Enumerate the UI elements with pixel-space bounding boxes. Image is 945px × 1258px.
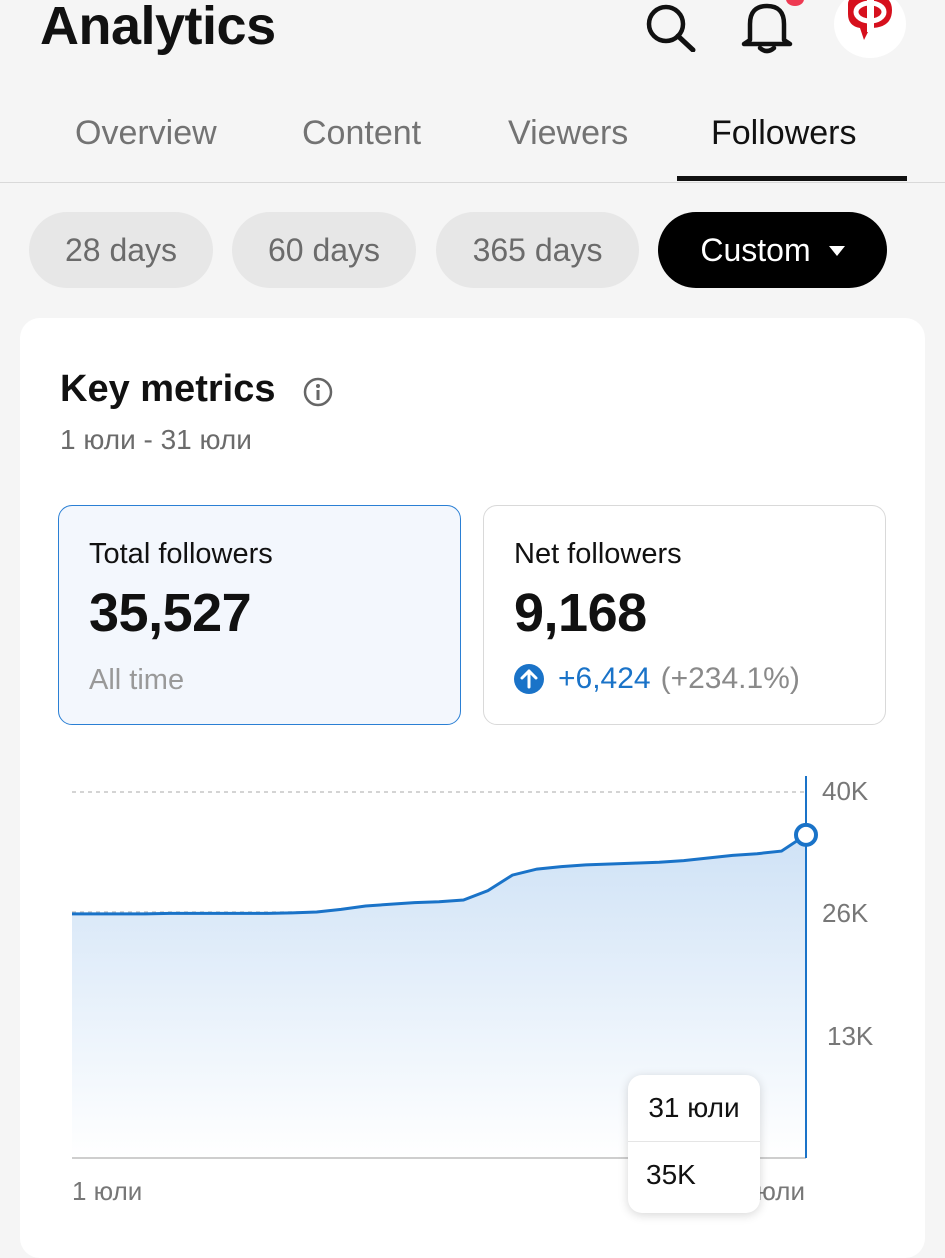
y-tick-label: 13K bbox=[827, 1021, 874, 1051]
chip-label: Custom bbox=[700, 231, 811, 268]
info-icon[interactable] bbox=[302, 376, 334, 408]
app-header: Analytics bbox=[0, 0, 945, 90]
page-title: Analytics bbox=[40, 0, 276, 56]
range-60-days-chip[interactable]: 60 days bbox=[232, 212, 416, 288]
key-metrics-card: Key metrics 1 юли - 31 юли Total followe… bbox=[20, 318, 925, 1258]
caret-down-icon bbox=[828, 246, 845, 256]
metric-sub: All time bbox=[89, 664, 185, 696]
range-365-days-chip[interactable]: 365 days bbox=[436, 212, 639, 288]
tooltip-date: 31 юли bbox=[628, 1075, 760, 1142]
avatar[interactable] bbox=[834, 0, 906, 58]
tab-viewers[interactable]: Viewers bbox=[508, 114, 629, 152]
arrow-up-circle-icon bbox=[514, 664, 544, 694]
delta-value: +6,424 bbox=[558, 662, 651, 695]
range-custom-dropdown[interactable]: Custom bbox=[658, 212, 887, 288]
tooltip-value: 35K bbox=[646, 1159, 696, 1190]
chip-label: 365 days bbox=[472, 231, 603, 268]
metric-label: Total followers bbox=[89, 538, 273, 570]
total-followers-card[interactable]: Total followers 35,527 All time bbox=[58, 505, 461, 725]
active-tab-indicator bbox=[677, 176, 907, 181]
metric-value: 35,527 bbox=[89, 583, 252, 643]
bell-icon[interactable] bbox=[738, 0, 796, 54]
chart-tooltip: 31 юли 35K bbox=[628, 1075, 760, 1213]
metric-value: 9,168 bbox=[514, 583, 647, 643]
x-tick-label: 1 юли bbox=[72, 1176, 143, 1206]
chip-label: 28 days bbox=[64, 231, 178, 268]
y-tick-label: 40K bbox=[822, 776, 869, 806]
chip-label: 60 days bbox=[267, 231, 381, 268]
net-followers-card[interactable]: Net followers 9,168 +6,424 (+234.1%) bbox=[483, 505, 886, 725]
analytics-tabs: Overview Content Viewers Followers bbox=[0, 96, 945, 183]
metric-label: Net followers bbox=[514, 538, 682, 570]
tab-overview[interactable]: Overview bbox=[75, 114, 217, 152]
avatar-logo-icon bbox=[848, 0, 892, 40]
y-tick-label: 26K bbox=[822, 898, 869, 928]
search-icon[interactable] bbox=[642, 2, 698, 52]
notification-badge bbox=[786, 0, 804, 6]
tab-followers[interactable]: Followers bbox=[711, 114, 857, 152]
date-range-label: 1 юли - 31 юли bbox=[60, 424, 252, 455]
metric-delta: +6,424 (+234.1%) bbox=[514, 662, 800, 696]
tab-content[interactable]: Content bbox=[302, 114, 422, 152]
delta-percent: (+234.1%) bbox=[660, 662, 800, 695]
key-metrics-title: Key metrics bbox=[60, 368, 276, 410]
range-28-days-chip[interactable]: 28 days bbox=[29, 212, 213, 288]
